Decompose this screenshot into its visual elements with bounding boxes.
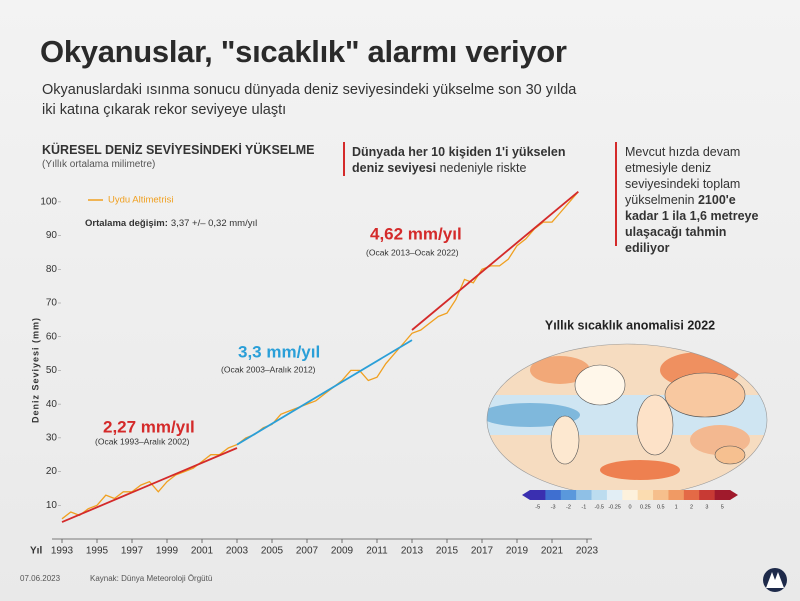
colorbar-segment xyxy=(560,490,577,500)
note: Ortalama değişim: 3,37 +/– 0,32 mm/yıl xyxy=(85,218,257,229)
trend-period: (Ocak 1993–Aralık 2002) xyxy=(95,436,190,446)
colorbar-label: 0.5 xyxy=(657,504,665,510)
colorbar-segment xyxy=(530,490,546,500)
x-tick-label: 2015 xyxy=(436,546,459,557)
y-tick-label: 30 xyxy=(46,432,58,443)
date: 07.06.2023 xyxy=(20,574,61,583)
colorbar-segment xyxy=(591,490,608,500)
trend-label: 2,27 mm/yıl xyxy=(103,417,195,436)
colorbar-segment xyxy=(668,490,685,500)
chart-subtitle: (Yıllık ortalama milimetre) xyxy=(42,159,156,170)
note-bold: Dünyada her 10 kişiden 1'i yükselen deni… xyxy=(352,145,566,175)
colorbar-label: -0.5 xyxy=(594,504,603,510)
right-note: Mevcut hızda devam etmesiyle deniz seviy… xyxy=(625,144,760,256)
data-line xyxy=(61,191,579,520)
colorbar-segment xyxy=(545,490,562,500)
trend-period: (Ocak 2003–Aralık 2012) xyxy=(221,364,316,374)
middle-note: Dünyada her 10 kişiden 1'i yükselen deni… xyxy=(352,144,582,176)
colorbar-label: 0 xyxy=(628,504,631,510)
colorbar-label: 0.25 xyxy=(640,504,651,510)
map-blob xyxy=(487,403,580,427)
x-tick-label: 1999 xyxy=(156,546,179,557)
x-tick-label: 2009 xyxy=(331,546,354,557)
x-tick-label: 2011 xyxy=(366,546,388,557)
y-tick-label: 20 xyxy=(46,466,58,477)
continent xyxy=(664,372,746,418)
map-blob xyxy=(600,460,680,480)
aa-logo xyxy=(763,568,787,592)
colorbar-label: 2 xyxy=(690,504,693,510)
x-tick-label: 2013 xyxy=(401,546,424,557)
map xyxy=(487,344,767,496)
colorbar-segment xyxy=(699,490,715,500)
accent-bar xyxy=(343,142,345,176)
continent xyxy=(550,415,580,465)
trend-line xyxy=(236,339,413,446)
colorbar-cap xyxy=(730,490,738,500)
x-tick-label: 2019 xyxy=(506,546,529,557)
logo-mark xyxy=(766,572,784,588)
y-axis-label: Deniz Seviyesi (mm) xyxy=(30,317,40,423)
colorbar-cap xyxy=(522,490,530,500)
trend-line xyxy=(61,447,238,523)
y-tick-label: 80 xyxy=(46,264,58,275)
source: Kaynak: Dünya Meteoroloji Örgütü xyxy=(90,574,213,583)
y-tick-label: 100 xyxy=(40,196,57,207)
x-tick-label: 1995 xyxy=(86,546,109,557)
x-tick-label: 2003 xyxy=(226,546,249,557)
y-tick-label: 50 xyxy=(46,365,58,376)
subtitle: Okyanuslardaki ısınma sonucu dünyada den… xyxy=(42,82,577,118)
colorbar-label: -1 xyxy=(581,504,586,510)
colorbar-segment xyxy=(576,490,592,500)
colorbar-segment xyxy=(622,490,638,500)
colorbar-label: -2 xyxy=(566,504,571,510)
y-tick-label: 70 xyxy=(46,298,58,309)
continent xyxy=(636,394,674,456)
x-tick-label: 1997 xyxy=(121,546,144,557)
colorbar-label: 3 xyxy=(705,504,708,510)
map-title: Yıllık sıcaklık anomalisi 2022 xyxy=(545,318,715,332)
colorbar-label: 1 xyxy=(675,504,678,510)
x-tick-label: 2005 xyxy=(261,546,284,557)
trend-label: 3,3 mm/yıl xyxy=(238,342,320,361)
x-tick-label: 1993 xyxy=(51,546,74,557)
trend-line xyxy=(411,191,579,331)
colorbar-segment xyxy=(714,490,731,500)
colorbar-segment xyxy=(637,490,654,500)
colorbar-label: -0.25 xyxy=(608,504,621,510)
x-tick-label: 2017 xyxy=(471,546,494,557)
chart-title: KÜRESEL DENİZ SEVİYESİNDEKİ YÜKSELME xyxy=(42,143,315,157)
note-bold: Ortalama değişim: xyxy=(85,218,168,229)
accent-bar xyxy=(615,142,617,246)
map-blob xyxy=(530,356,590,384)
x-tick-label: 2023 xyxy=(576,546,599,557)
colorbar-label: -3 xyxy=(551,504,556,510)
colorbar-label: -5 xyxy=(535,504,540,510)
x-axis-label: Yıl xyxy=(30,546,42,557)
x-tick-label: 2001 xyxy=(191,546,214,557)
y-tick-label: 10 xyxy=(46,500,58,511)
y-tick-label: 40 xyxy=(46,399,58,410)
y-tick-label: 60 xyxy=(46,331,58,342)
colorbar-segment xyxy=(683,490,700,500)
note-text: 3,37 +/– 0,32 mm/yıl xyxy=(171,218,257,229)
note-bold: 2100'e kadar 1 ila 1,6 metreye ulaşacağı… xyxy=(625,193,759,255)
x-tick-label: 2021 xyxy=(541,546,564,557)
trend-label: 4,62 mm/yıl xyxy=(370,224,462,243)
colorbar-segment xyxy=(606,490,623,500)
note-text: nedeniyle riskte xyxy=(439,161,527,175)
continent xyxy=(574,364,626,406)
note-text: Mevcut hızda devam etmesiyle deniz seviy… xyxy=(625,145,741,207)
legend-label: Uydu Altimetrisi xyxy=(108,195,173,206)
trend-period: (Ocak 2013–Ocak 2022) xyxy=(366,247,459,257)
continent xyxy=(714,445,746,465)
colorbar-segment xyxy=(653,490,669,500)
y-tick-label: 90 xyxy=(46,230,58,241)
colorbar-label: 5 xyxy=(721,504,724,510)
title: Okyanuslar, "sıcaklık" alarmı veriyor xyxy=(40,34,567,69)
x-tick-label: 2007 xyxy=(296,546,319,557)
